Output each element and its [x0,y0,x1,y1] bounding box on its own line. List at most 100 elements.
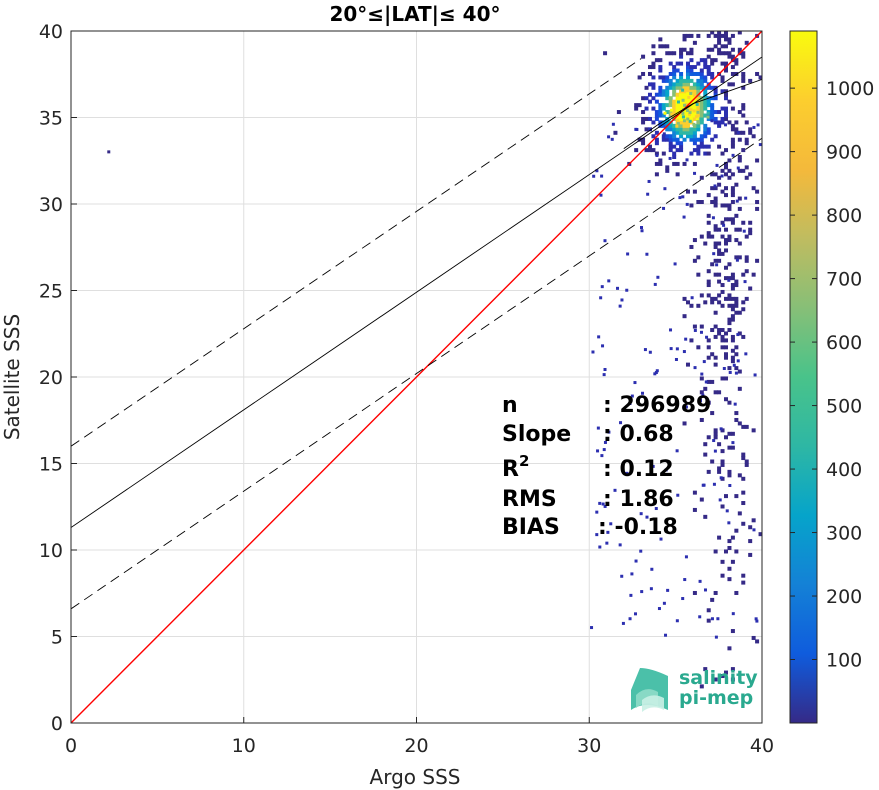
density-cell [730,296,735,301]
density-cell [668,99,673,104]
density-cell [727,400,732,405]
density-cell [710,116,715,121]
stat-value: : 0.12 [603,457,674,482]
density-cell [675,61,680,66]
density-cell [744,40,749,45]
density-cell [647,179,651,183]
density-cell [605,541,609,545]
density-cell [710,31,715,35]
density-cell [696,33,701,38]
density-cell [713,58,718,63]
density-cell [661,134,666,139]
density-cell [595,510,599,514]
density-cell [734,279,739,284]
density-cell [706,111,710,115]
density-cell [649,587,653,591]
density-cell [654,130,659,135]
density-cell [682,421,687,426]
density-cell [654,151,659,156]
density-cell [717,279,722,284]
density-cell [685,362,690,367]
density-cell [640,229,644,233]
density-cell [737,196,742,201]
density-cell [699,85,704,90]
density-cell [723,161,728,166]
density-cell [682,78,687,83]
density-cell [658,89,663,94]
density-cell [737,369,742,374]
density-cell [675,124,679,128]
density-cell [685,61,690,66]
density-cell [713,272,718,277]
density-cell [693,328,697,332]
density-cell [698,399,702,403]
density-cell [609,522,613,526]
density-cell [706,127,711,132]
density-cell [675,148,680,153]
density-cell [723,376,728,381]
density-cell [689,68,694,73]
density-cell [735,258,739,262]
density-cell [600,174,604,178]
density-cell [682,350,686,354]
density-cell [748,220,753,225]
density-cell [748,231,753,236]
density-cell [717,272,722,277]
density-cell [679,148,684,153]
density-cell [668,141,673,146]
density-cell [723,110,728,115]
density-cell [727,473,732,478]
density-cell [694,115,698,119]
density-cell [692,103,697,108]
density-cell [748,227,753,232]
density-cell [675,116,680,121]
density-cell [706,293,711,298]
density-cell [720,674,725,679]
density-cell [720,328,725,333]
density-cell [713,390,718,395]
density-cell [741,54,746,59]
density-cell [723,355,728,360]
density-cell [634,148,639,153]
density-cell [675,96,680,101]
density-cell [706,283,711,288]
density-cell [682,161,687,166]
density-cell [703,106,708,111]
density-cell [734,590,739,595]
density-cell [744,196,748,200]
density-cell [107,150,111,154]
density-cell [692,189,697,194]
density-cell [741,78,746,83]
density-cell [668,103,673,108]
density-cell [717,51,722,56]
density-cell [723,51,728,56]
density-cell [689,65,694,70]
density-cell [663,111,667,115]
density-cell [685,113,690,118]
density-cell [661,113,666,118]
density-cell [672,151,677,156]
density-cell [710,262,715,267]
density-cell [748,286,753,291]
density-cell [734,366,739,371]
density-cell [754,617,758,621]
density-cell [665,110,670,115]
density-cell [682,33,687,38]
density-cell [647,116,652,121]
density-cell [651,96,656,101]
density-cell [675,82,680,87]
density-cell [689,203,694,208]
density-cell [713,120,718,125]
density-cell [666,588,670,592]
density-cell [653,282,657,286]
density-cell [723,217,728,222]
density-cell [681,597,685,601]
density-cell [684,405,688,409]
density-cell [685,134,690,139]
density-cell [684,103,688,107]
density-cell [723,92,728,97]
x-axis-title: Argo SSS [370,765,461,789]
density-cell [647,127,652,132]
density-cell [672,71,677,76]
density-cell [734,255,739,260]
